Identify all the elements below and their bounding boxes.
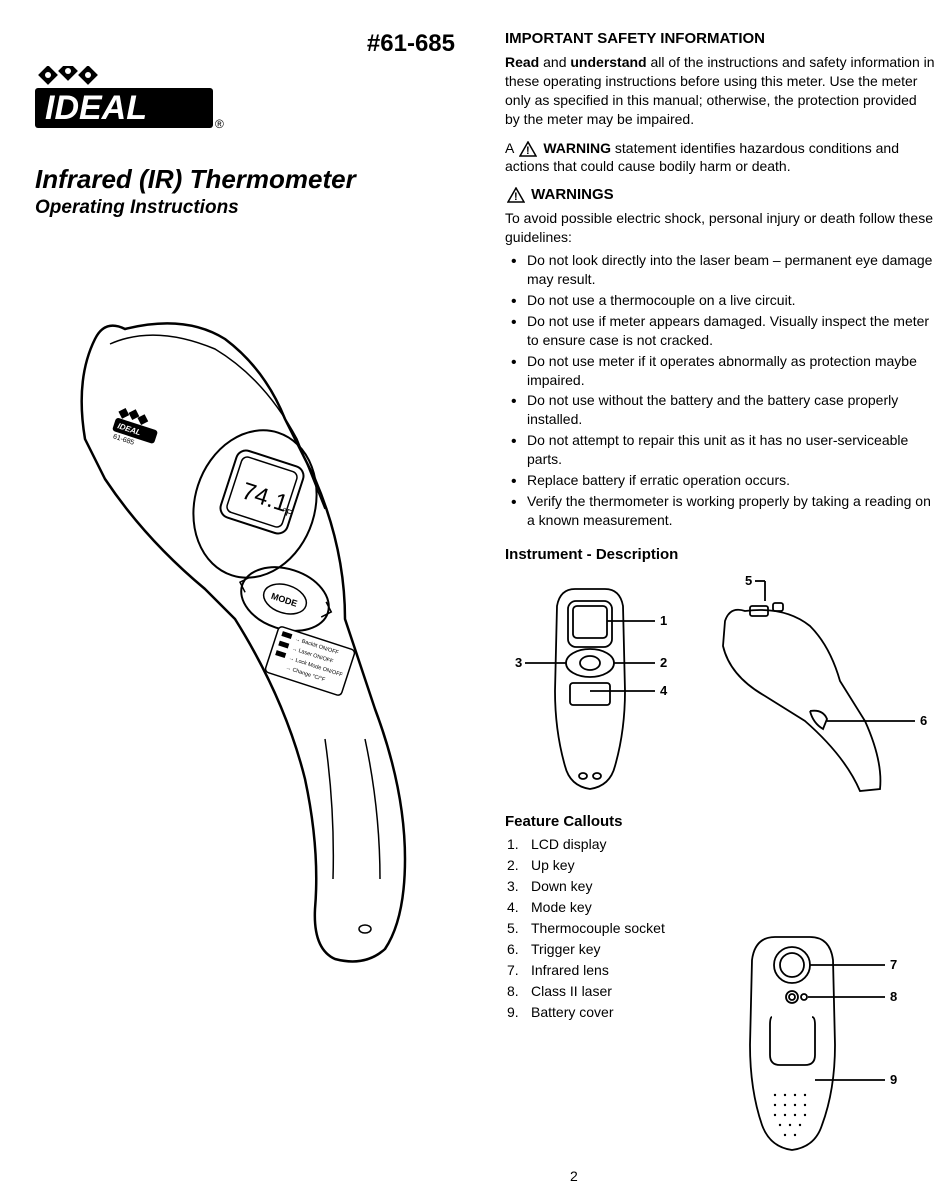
- subtitle: Operating Instructions: [35, 197, 475, 219]
- callouts-heading: Feature Callouts: [505, 813, 935, 830]
- warning-bullet: Do not use without the battery and the b…: [505, 391, 935, 429]
- main-product-illustration: 74.1 °F MODE → Backlit ON/OFF → Laser ON…: [35, 269, 475, 989]
- callout-item: Mode key: [505, 897, 935, 918]
- model-number: #61-685: [35, 30, 475, 58]
- warning-bullet: Do not use meter if it operates abnormal…: [505, 352, 935, 390]
- warning-bullet: Verify the thermometer is working proper…: [505, 492, 935, 530]
- svg-text:7: 7: [890, 957, 897, 972]
- svg-text:!: !: [514, 191, 518, 203]
- warning-bullet: Do not use a thermocouple on a live circ…: [505, 291, 935, 310]
- warning-bullet: Do not attempt to repair this unit as it…: [505, 431, 935, 469]
- callout-item: Up key: [505, 855, 935, 876]
- back-view-diagram: 7 8 9: [730, 925, 910, 1155]
- callout-item: Down key: [505, 876, 935, 897]
- page-number: 2: [570, 1168, 578, 1184]
- svg-text:1: 1: [660, 613, 667, 628]
- svg-text:®: ®: [215, 117, 224, 131]
- svg-text:8: 8: [890, 989, 897, 1004]
- instrument-diagrams: 1 2 3 4 5 6: [505, 571, 935, 801]
- svg-text:4: 4: [660, 683, 668, 698]
- safety-intro: Read and understand all of the instructi…: [505, 53, 935, 129]
- svg-text:IDEAL: IDEAL: [45, 89, 147, 127]
- svg-text:6: 6: [920, 713, 927, 728]
- svg-text:!: !: [526, 145, 530, 157]
- callout-item: LCD display: [505, 834, 935, 855]
- warnings-heading: ! WARNINGS: [505, 186, 935, 203]
- warning-bullet: Do not use if meter appears damaged. Vis…: [505, 312, 935, 350]
- warning-bullet: Do not look directly into the laser beam…: [505, 251, 935, 289]
- warning-statement: A ! WARNING statement identifies hazardo…: [505, 139, 935, 177]
- instrument-heading: Instrument - Description: [505, 546, 935, 563]
- warnings-list: Do not look directly into the laser beam…: [505, 251, 935, 529]
- svg-text:5: 5: [745, 573, 752, 588]
- safety-heading: IMPORTANT SAFETY INFORMATION: [505, 30, 935, 47]
- svg-text:3: 3: [515, 655, 522, 670]
- svg-text:2: 2: [660, 655, 667, 670]
- warning-triangle-icon: !: [519, 141, 537, 157]
- product-title: Infrared (IR) Thermometer: [35, 164, 475, 195]
- brand-logo: IDEAL ®: [35, 66, 475, 146]
- warning-bullet: Replace battery if erratic operation occ…: [505, 471, 935, 490]
- svg-text:9: 9: [890, 1072, 897, 1087]
- warning-triangle-icon: !: [507, 187, 525, 203]
- warnings-intro: To avoid possible electric shock, person…: [505, 209, 935, 247]
